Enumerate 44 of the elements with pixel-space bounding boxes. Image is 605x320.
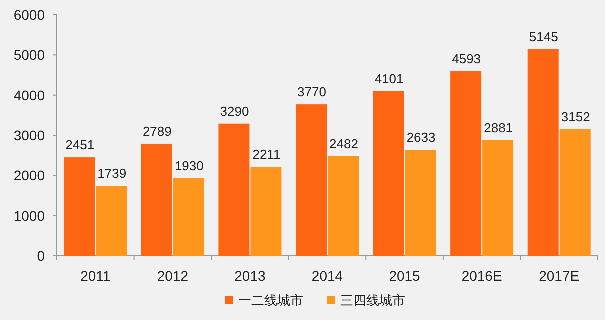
bar	[482, 140, 514, 256]
y-tick-label: 5000	[14, 47, 46, 64]
data-label: 4593	[452, 52, 482, 67]
data-label: 2482	[330, 136, 358, 152]
y-tick-label: 6000	[14, 7, 46, 23]
data-label: 2451	[66, 138, 95, 153]
bar	[373, 91, 404, 256]
x-tick-label: 2017E	[539, 268, 580, 284]
data-label: 2789	[142, 124, 172, 139]
x-tick-label: 2012	[157, 268, 189, 284]
bar	[96, 186, 128, 256]
bar	[173, 178, 204, 256]
bar	[64, 158, 96, 256]
data-label: 1739	[98, 166, 127, 182]
y-tick-label: 2000	[14, 168, 46, 184]
x-tick-label: 2011	[80, 268, 111, 284]
data-label: 2633	[406, 130, 436, 146]
bar	[450, 72, 482, 256]
data-label: 3290	[220, 104, 250, 119]
x-tick-label: 2016E	[462, 268, 502, 284]
x-tick-label: 2015	[389, 268, 421, 284]
bar	[528, 49, 559, 256]
data-label: 3152	[561, 109, 590, 124]
legend-label: 一二线城市	[238, 293, 304, 308]
bar	[405, 150, 436, 256]
data-label: 5145	[529, 29, 558, 44]
y-tick-label: 4000	[14, 87, 46, 104]
bar	[296, 104, 327, 256]
y-tick-label: 0	[37, 248, 46, 264]
bar	[250, 167, 282, 256]
legend-label: 三四线城市	[340, 293, 406, 308]
data-label: 1930	[174, 158, 204, 174]
x-tick-label: 2014	[312, 268, 344, 284]
data-label: 2881	[484, 120, 514, 136]
bar	[218, 124, 250, 256]
x-tick-label: 2013	[234, 268, 266, 284]
bar	[328, 156, 359, 256]
data-label: 4101	[374, 71, 404, 86]
y-tick-label: 1000	[14, 208, 46, 224]
y-tick-label: 3000	[14, 128, 46, 144]
bar	[141, 144, 172, 256]
data-label: 2211	[252, 147, 281, 162]
bar	[560, 129, 591, 256]
data-label: 3770	[298, 84, 326, 100]
